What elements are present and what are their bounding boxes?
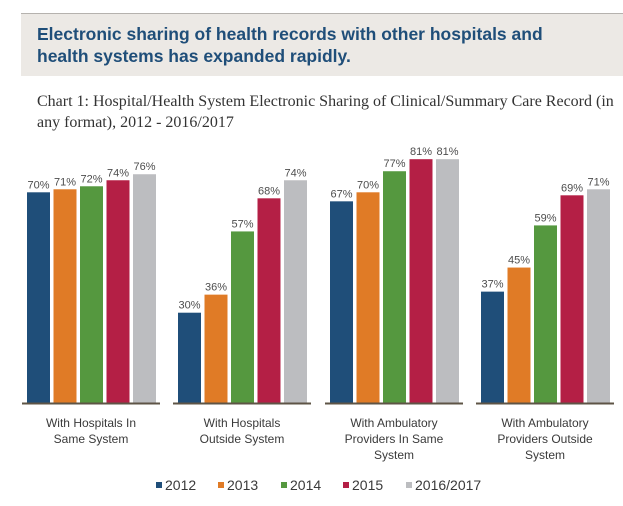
data-label: 69% <box>561 182 583 194</box>
data-label: 67% <box>330 188 352 200</box>
data-label: 81% <box>436 146 458 158</box>
data-label: 71% <box>587 176 609 188</box>
bar-2015-group-1 <box>106 180 130 403</box>
data-label: 70% <box>357 179 379 191</box>
bar-2015-group-3 <box>409 159 433 403</box>
data-label: 74% <box>284 167 306 179</box>
bar-2015-group-2 <box>257 198 281 403</box>
bar-2016-2017-group-1 <box>133 174 156 403</box>
data-label: 72% <box>80 173 102 185</box>
data-label: 81% <box>410 146 432 158</box>
data-label: 59% <box>534 212 556 224</box>
category-label: Outside System <box>200 432 285 446</box>
bar-2016-2017-group-4 <box>587 189 610 403</box>
bar-2016-2017-group-3 <box>436 159 459 403</box>
category-label: With Ambulatory <box>501 416 588 430</box>
bar-2015-group-4 <box>560 195 584 403</box>
headline-banner <box>21 13 623 76</box>
category-label: Providers Outside <box>497 432 593 446</box>
bar-2013-group-2 <box>204 294 228 403</box>
legend-swatch-2014 <box>281 482 287 488</box>
data-label: 77% <box>383 158 405 170</box>
bar-2013-group-3 <box>356 192 380 403</box>
legend-label: 2015 <box>352 477 383 493</box>
data-label: 37% <box>481 279 503 291</box>
bar-2013-group-1 <box>53 189 77 403</box>
category-label: System <box>525 448 565 462</box>
legend-swatch-2015 <box>343 482 349 488</box>
data-label: 36% <box>205 282 227 294</box>
legend-swatch-2013 <box>218 482 224 488</box>
legend-swatch-2016-2017 <box>406 482 412 488</box>
legend-label: 2013 <box>227 477 258 493</box>
legend-label: 2014 <box>290 477 321 493</box>
chart-title: Chart 1: Hospital/Health System Electron… <box>37 93 614 131</box>
data-label: 70% <box>27 179 49 191</box>
category-label: Same System <box>54 432 129 446</box>
bar-2012-group-2 <box>178 312 201 403</box>
data-label: 45% <box>508 255 530 267</box>
bar-2014-group-4 <box>534 225 557 403</box>
bar-2012-group-4 <box>481 291 504 403</box>
legend-swatch-2012 <box>156 482 162 488</box>
headline: Electronic sharing of health records wit… <box>37 24 543 66</box>
legend-label: 2016/2017 <box>415 477 481 493</box>
data-label: 74% <box>107 167 129 179</box>
data-label: 30% <box>178 300 200 312</box>
bar-2014-group-2 <box>231 231 254 403</box>
category-label: With Hospitals In <box>46 416 136 430</box>
bar-2016-2017-group-2 <box>284 180 307 403</box>
data-label: 57% <box>231 218 253 230</box>
bar-2014-group-1 <box>80 186 103 403</box>
bar-2012-group-1 <box>27 192 50 403</box>
category-label: With Hospitals <box>204 416 281 430</box>
category-label: System <box>374 448 414 462</box>
category-label: With Ambulatory <box>350 416 437 430</box>
data-label: 71% <box>54 176 76 188</box>
bar-2012-group-3 <box>330 201 353 403</box>
bar-2014-group-3 <box>383 171 406 403</box>
data-label: 76% <box>133 161 155 173</box>
category-label: Providers In Same <box>345 432 444 446</box>
legend-label: 2012 <box>165 477 196 493</box>
data-label: 68% <box>258 185 280 197</box>
bar-2013-group-4 <box>507 267 531 403</box>
